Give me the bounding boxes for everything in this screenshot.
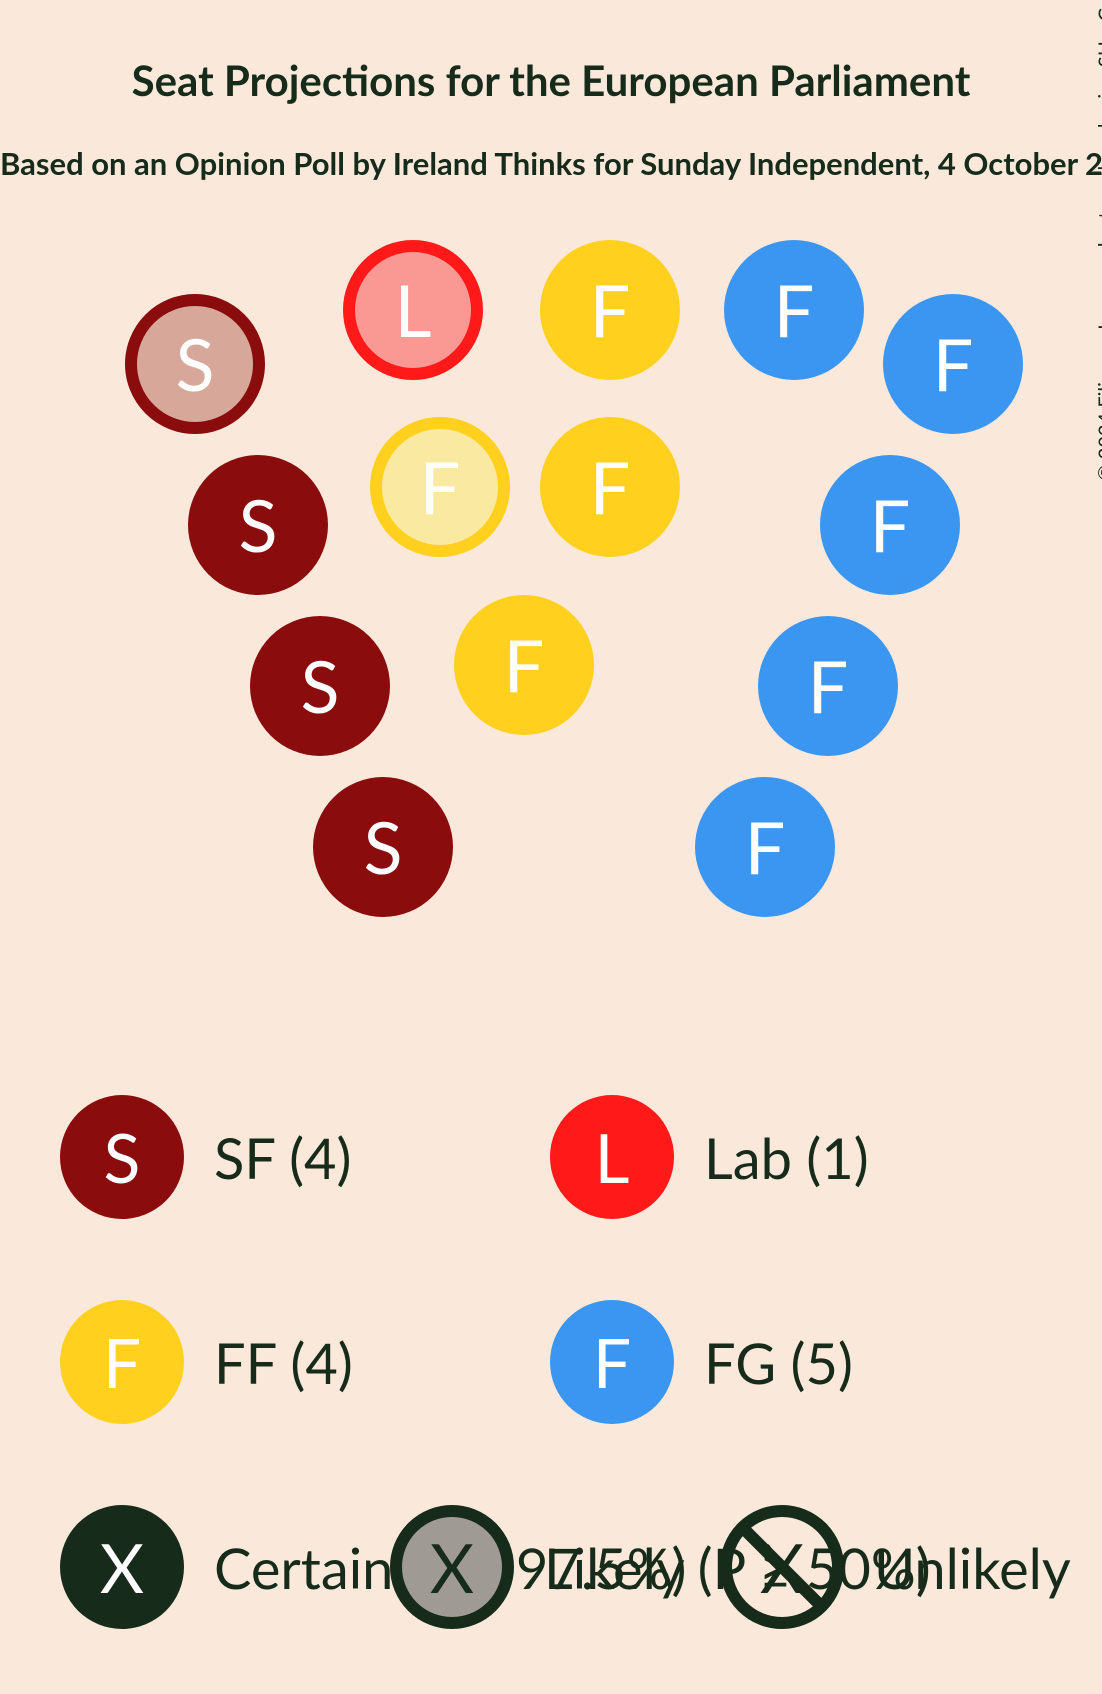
seat: F <box>370 417 510 557</box>
legend-swatch: F <box>60 1300 184 1424</box>
legend-probability-swatch: X <box>720 1505 844 1629</box>
legend-probability-item: X Unlikely <box>720 1505 1071 1629</box>
chart-canvas: Seat Projections for the European Parlia… <box>0 0 1102 1694</box>
seat: S <box>313 777 453 917</box>
seat: F <box>820 455 960 595</box>
legend-probability-label: Unlikely <box>874 1534 1071 1601</box>
legend-item: L Lab (1) <box>550 1095 869 1219</box>
legend-swatch: F <box>550 1300 674 1424</box>
seat: S <box>125 294 265 434</box>
legend-probability-swatch: X <box>390 1505 514 1629</box>
seat: S <box>250 616 390 756</box>
legend-swatch: S <box>60 1095 184 1219</box>
legend-label: FF (4) <box>214 1329 353 1396</box>
seat: F <box>724 240 864 380</box>
seat: F <box>454 595 594 735</box>
legend-label: Lab (1) <box>704 1124 869 1191</box>
legend-item: F FG (5) <box>550 1300 853 1424</box>
chart-title: Seat Projections for the European Parlia… <box>0 55 1102 105</box>
seat: F <box>758 616 898 756</box>
chart-subtitle: Based on an Opinion Poll by Ireland Thin… <box>0 144 1102 182</box>
seat: F <box>540 417 680 557</box>
legend-probability-swatch: X <box>60 1505 184 1629</box>
seat: F <box>695 777 835 917</box>
seat: F <box>540 240 680 380</box>
seat: L <box>343 240 483 380</box>
legend-item: S SF (4) <box>60 1095 351 1219</box>
chart-credit: © 2024 Filip van Laenen, chart produced … <box>1094 8 1102 481</box>
legend-item: F FF (4) <box>60 1300 353 1424</box>
legend-label: SF (4) <box>214 1124 351 1191</box>
legend-label: FG (5) <box>704 1329 853 1396</box>
legend-swatch: L <box>550 1095 674 1219</box>
seat: F <box>883 294 1023 434</box>
seat: S <box>188 455 328 595</box>
